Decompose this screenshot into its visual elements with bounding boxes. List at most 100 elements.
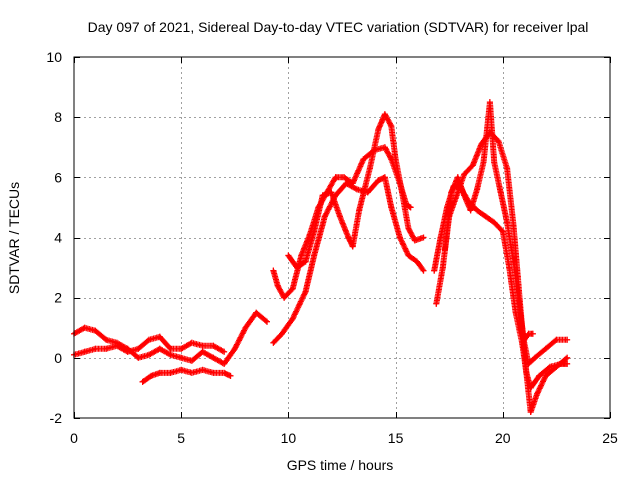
data-point (188, 357, 195, 364)
data-point (356, 207, 363, 214)
data-point (210, 354, 217, 361)
data-point (527, 409, 534, 415)
data-point (221, 348, 228, 355)
data-point (467, 207, 474, 214)
data-point (506, 264, 513, 271)
data-point (332, 174, 339, 181)
data-point (491, 159, 498, 166)
data-point (311, 252, 318, 259)
x-tick-label: 15 (388, 430, 404, 446)
data-point (221, 369, 228, 376)
data-point (178, 366, 185, 373)
data-point (510, 222, 517, 229)
data-point (433, 300, 440, 307)
data-point (279, 330, 285, 337)
x-axis-title: GPS time / hours (287, 457, 394, 473)
data-point (294, 264, 300, 271)
data-point (521, 336, 528, 343)
data-point (517, 324, 523, 331)
data-point (298, 252, 305, 259)
data-point (319, 192, 326, 199)
data-point (414, 258, 420, 265)
data-point (381, 111, 388, 118)
data-point (349, 180, 356, 187)
data-point (381, 174, 388, 181)
data-point (221, 360, 228, 367)
data-point (381, 144, 388, 151)
data-point (139, 378, 146, 385)
data-point (270, 339, 277, 346)
data-point (289, 285, 296, 292)
grid (74, 57, 610, 418)
data-point (274, 282, 281, 289)
data-point (289, 315, 296, 322)
data-point (553, 363, 560, 370)
data-point (167, 369, 174, 376)
data-point (264, 318, 270, 325)
data-point (536, 372, 543, 379)
data-point (156, 369, 163, 376)
chart-title: Day 097 of 2021, Sidereal Day-to-day VTE… (88, 19, 589, 35)
data-point (135, 354, 142, 361)
data-point (349, 243, 356, 250)
data-point (113, 342, 120, 349)
data-point (135, 345, 142, 352)
data-point (311, 228, 318, 235)
data-point (474, 186, 481, 193)
data-point (92, 327, 99, 334)
data-point (469, 162, 476, 169)
data-point (525, 360, 532, 367)
data-point (156, 345, 163, 352)
data-point (302, 288, 309, 295)
data-point (532, 354, 538, 361)
data-point (375, 177, 382, 184)
y-tick-label: 4 (54, 230, 62, 246)
y-axis-title: SDTVAR / TECUs (6, 182, 22, 294)
data-point (542, 372, 549, 379)
data-point (441, 246, 448, 253)
data-point (354, 186, 360, 193)
data-point (199, 348, 206, 355)
data-point (517, 306, 523, 313)
data-point (564, 360, 571, 367)
data-point (439, 264, 446, 271)
data-point (486, 99, 493, 106)
series-track-6 (285, 111, 427, 271)
data-point (242, 324, 249, 331)
data-point (542, 345, 549, 352)
data-point (360, 156, 367, 163)
data-point (81, 324, 88, 331)
data-point (167, 351, 174, 358)
data-point (461, 171, 468, 178)
x-tick-label: 5 (177, 430, 185, 446)
data-point (420, 267, 427, 274)
data-point (474, 207, 481, 214)
data-point (534, 390, 541, 397)
series-track-3 (139, 366, 234, 385)
data-point (199, 342, 206, 349)
data-point (328, 189, 335, 196)
data-point (388, 123, 395, 130)
data-point (461, 192, 468, 199)
data-point (564, 354, 571, 361)
data-point (396, 234, 403, 241)
data-point (92, 345, 99, 352)
data-point (564, 336, 571, 343)
data-point (366, 165, 373, 172)
data-point (495, 138, 502, 145)
axis-ticks: 0 5 10 15 20 25 -2 0 2 4 6 8 10 (46, 49, 618, 446)
data-point (405, 252, 412, 259)
data-point (210, 342, 217, 349)
data-point (504, 165, 511, 172)
data-point (392, 156, 399, 163)
data-point (199, 366, 206, 373)
y-tick-label: 6 (54, 169, 62, 185)
data-point (407, 204, 414, 211)
data-point (81, 348, 88, 355)
data-point (103, 345, 110, 352)
data-point (156, 333, 163, 340)
data-point (253, 309, 260, 316)
x-tick-label: 0 (70, 430, 78, 446)
data-point (227, 372, 234, 379)
data-point (146, 336, 152, 343)
